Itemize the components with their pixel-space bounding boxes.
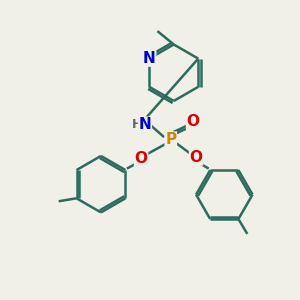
Text: O: O xyxy=(135,152,148,166)
Text: O: O xyxy=(190,150,202,165)
Text: O: O xyxy=(187,114,200,129)
Text: P: P xyxy=(165,132,176,147)
Text: N: N xyxy=(139,117,151,132)
Text: N: N xyxy=(143,51,156,66)
Text: H: H xyxy=(131,118,142,131)
